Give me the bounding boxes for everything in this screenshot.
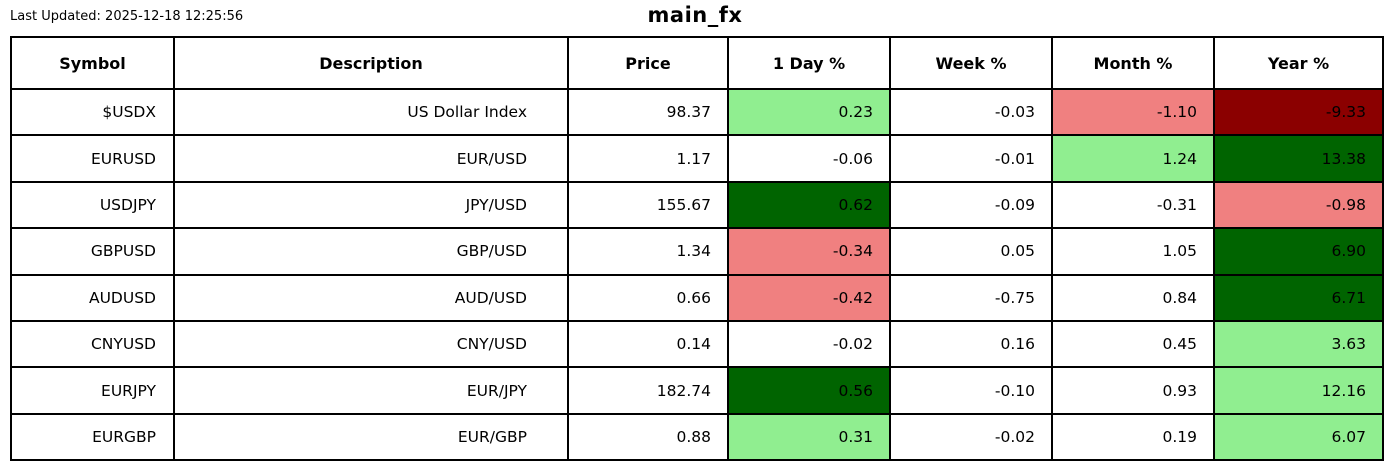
cell-week-pct: -0.03 [889,87,1053,137]
cell-month-pct: 1.24 [1051,134,1215,183]
table-row: EURGBP EUR/GBP 0.88 0.31 -0.02 0.19 6.07 [10,412,1384,462]
table-row: EURUSD EUR/USD 1.17 -0.06 -0.01 1.24 13.38 [10,134,1384,183]
table-row: GBPUSD GBP/USD 1.34 -0.34 0.05 1.05 6.90 [10,227,1384,276]
cell-day1-pct: -0.34 [727,227,891,276]
cell-description: CNY/USD [173,319,569,369]
table-row: $USDX US Dollar Index 98.37 0.23 -0.03 -1.10-… [10,87,1384,137]
cell-symbol: USDJPY [10,180,175,230]
cell-year-pct: 12.16 [1213,366,1384,415]
header-row: Symbol Description Price 1 Day % Week % … [10,36,1384,90]
table-header: Symbol Description Price 1 Day % Week % … [10,36,1384,90]
cell-symbol: EURUSD [10,134,175,183]
cell-week-pct: -0.75 [889,273,1053,322]
fx-table-body: $USDX US Dollar Index 98.37 0.23 -0.03 -1.10-… [10,87,1384,462]
cell-description: JPY/USD [173,180,569,230]
cell-description: GBP/USD [173,227,569,276]
cell-price: 0.88 [567,412,729,462]
cell-description: AUD/USD [173,273,569,322]
cell-week-pct: 0.16 [889,319,1053,369]
cell-day1-pct: -0.06 [727,134,891,183]
cell-year-pct: -0.98 [1213,180,1384,230]
cell-symbol: AUDUSD [10,273,175,322]
column-header-symbol: Symbol [10,36,175,90]
fx-table: Symbol Description Price 1 Day % Week % … [10,36,1384,462]
cell-price: 155.67 [567,180,729,230]
table-row: EURJPY EUR/JPY 182.74 0.56 -0.10 0.93 12.16 [10,366,1384,415]
cell-month-pct: 0.93 [1051,366,1215,415]
cell-year-pct: 6.90 [1213,227,1384,276]
cell-week-pct: -0.10 [889,366,1053,415]
cell-year-pct: 13.38 [1213,134,1384,183]
cell-symbol: EURGBP [10,412,175,462]
table-row: USDJPY JPY/USD 155.67 0.62 -0.09 -0.31 -0.98 [10,180,1384,230]
cell-day1-pct: 0.56 [727,366,891,415]
cell-day1-pct: -0.42 [727,273,891,322]
cell-day1-pct: 0.23 [727,87,891,137]
cell-week-pct: -0.02 [889,412,1053,462]
cell-week-pct: -0.09 [889,180,1053,230]
cell-month-pct: -0.31 [1051,180,1215,230]
table-row: CNYUSD CNY/USD 0.14 -0.02 0.16 0.45 3.63 [10,319,1384,369]
cell-month-pct: 0.84 [1051,273,1215,322]
cell-month-pct: 0.19 [1051,412,1215,462]
cell-day1-pct: 0.62 [727,180,891,230]
column-header-month-pct: Month % [1051,36,1215,90]
cell-month-pct: 1.05 [1051,227,1215,276]
cell-day1-pct: -0.02 [727,319,891,369]
cell-week-pct: -0.01 [889,134,1053,183]
column-header-price: Price [567,36,729,90]
column-header-1day-pct: 1 Day % [727,36,891,90]
last-updated-text: Last Updated: 2025-12-18 12:25:56 [10,9,244,24]
cell-description: US Dollar Index [173,87,569,137]
cell-year-pct: -9.33 [1213,87,1384,137]
cell-price: 182.74 [567,366,729,415]
cell-price: 1.17 [567,134,729,183]
cell-symbol: EURJPY [10,366,175,415]
cell-week-pct: 0.05 [889,227,1053,276]
cell-symbol: CNYUSD [10,319,175,369]
column-header-year-pct: Year % [1213,36,1384,90]
cell-description: EUR/GBP [173,412,569,462]
cell-year-pct: 6.71 [1213,273,1384,322]
cell-price: 98.37 [567,87,729,137]
table-row: AUDUSD AUD/USD 0.66 -0.42 -0.75 0.84 6.71 [10,273,1384,322]
column-header-week-pct: Week % [889,36,1053,90]
page-title: main_fx [647,3,743,27]
cell-symbol: $USDX [10,87,175,137]
cell-month-pct: -1.10 [1051,87,1215,137]
cell-price: 1.34 [567,227,729,276]
cell-description: EUR/JPY [173,366,569,415]
cell-symbol: GBPUSD [10,227,175,276]
cell-day1-pct: 0.31 [727,412,891,462]
cell-price: 0.66 [567,273,729,322]
cell-year-pct: 3.63 [1213,319,1384,369]
cell-month-pct: 0.45 [1051,319,1215,369]
cell-price: 0.14 [567,319,729,369]
column-header-description: Description [173,36,569,90]
cell-description: EUR/USD [173,134,569,183]
cell-year-pct: 6.07 [1213,412,1384,462]
